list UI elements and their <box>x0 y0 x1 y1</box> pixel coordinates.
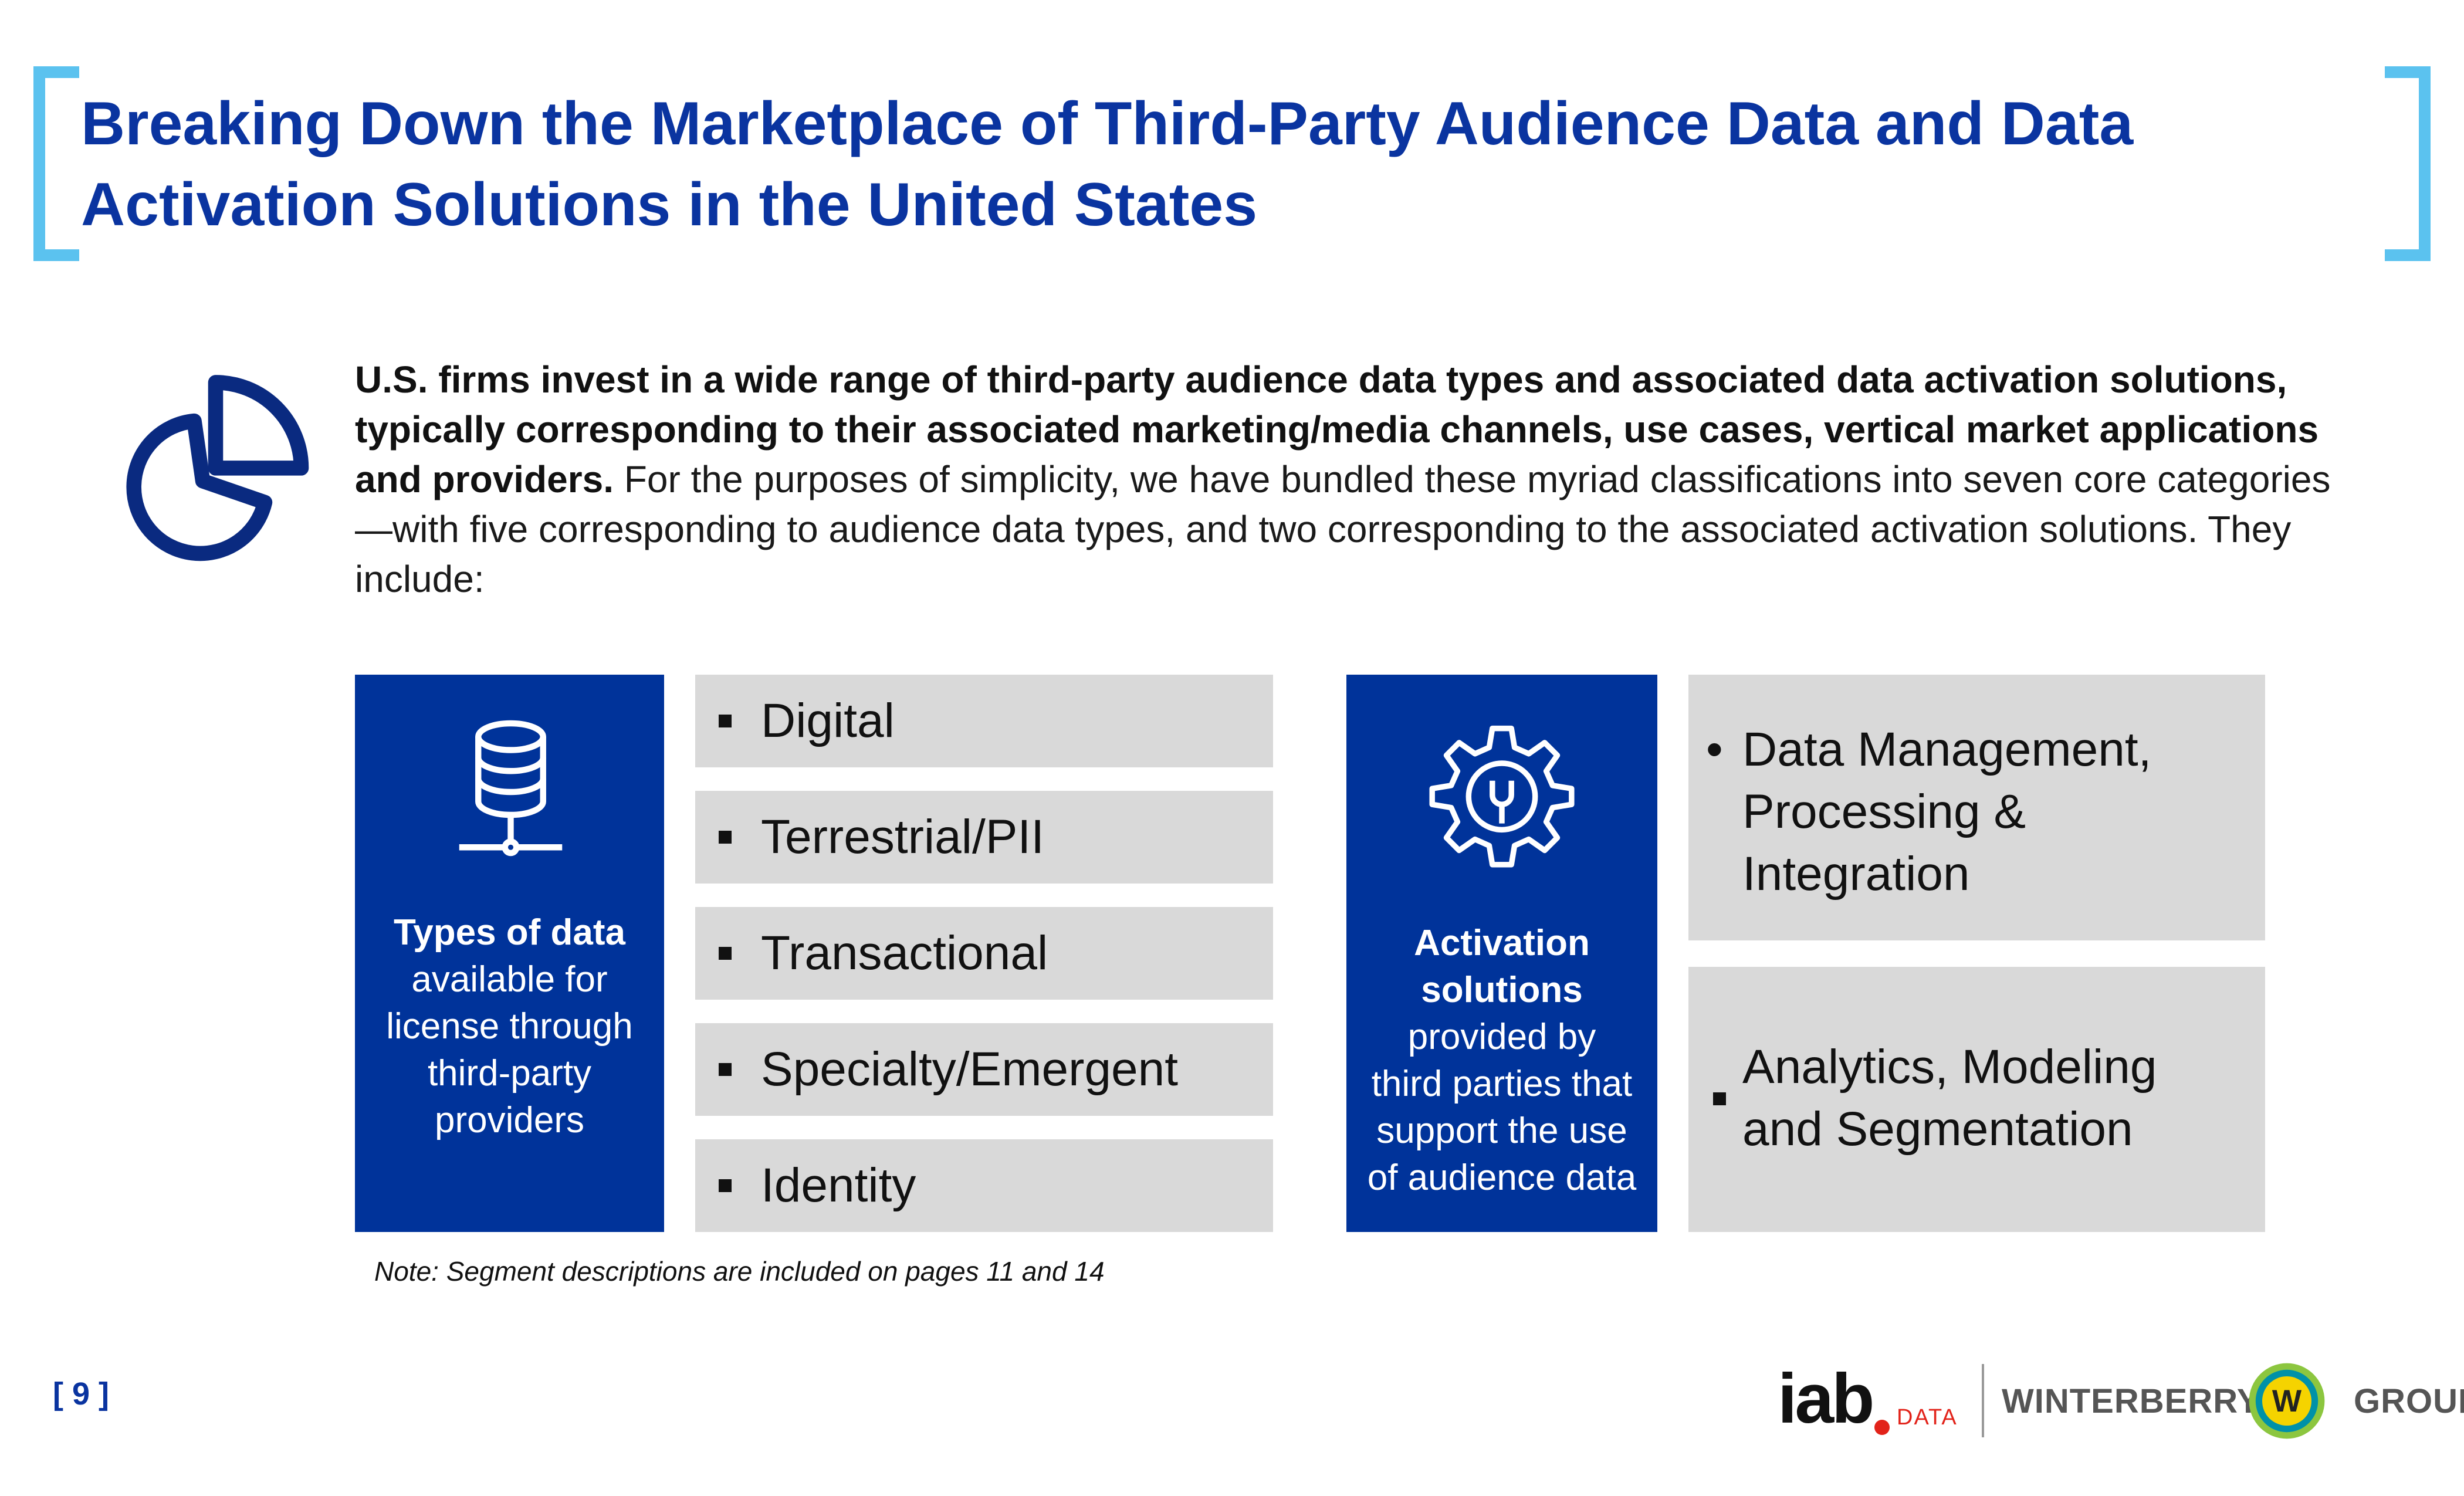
intro-bold: U.S. firms invest in a wide range of thi… <box>355 358 2319 500</box>
data-type-label: Identity <box>761 1159 916 1212</box>
intro-paragraph: U.S. firms invest in a wide range of thi… <box>355 355 2350 604</box>
activation-item-line: and Segmentation <box>1742 1102 2133 1156</box>
types-box-bold: Types of data <box>393 912 626 953</box>
activation-box-line: provided by <box>1407 1017 1596 1057</box>
logo-divider <box>1982 1364 1984 1437</box>
activation-solutions-box: Activation solutions provided by third p… <box>1346 675 1657 1232</box>
winterberry-mark: W <box>2272 1384 2302 1419</box>
footnote: Note: Segment descriptions are included … <box>374 1256 1105 1287</box>
activation-item-text: Data Management, Processing & Integratio… <box>1742 719 2151 905</box>
bullet-square-icon <box>719 715 732 727</box>
activation-box-line: of audience data <box>1367 1157 1637 1198</box>
types-box-line: third-party <box>427 1053 592 1094</box>
data-type-item: Identity <box>695 1139 1273 1232</box>
data-type-label: Digital <box>761 694 895 747</box>
activation-box-text: Activation solutions provided by third p… <box>1346 920 1657 1201</box>
types-box-line: license through <box>386 1006 633 1047</box>
bullet-square-icon <box>719 831 732 844</box>
bullet-square-icon <box>719 947 732 960</box>
title-bracket-left <box>33 66 79 261</box>
data-type-item: Terrestrial/PII <box>695 791 1273 884</box>
winterberry-w-icon: W <box>2249 1363 2325 1439</box>
types-box-text: Types of data available for license thro… <box>355 909 664 1144</box>
activation-box-line: third parties that <box>1371 1064 1633 1104</box>
bullet-dot-icon: • <box>1706 723 1723 776</box>
data-type-label: Specialty/Emergent <box>761 1043 1179 1096</box>
types-box-line: available for <box>411 959 608 1000</box>
gear-wrench-icon <box>1429 725 1575 868</box>
data-type-item: Specialty/Emergent <box>695 1023 1273 1116</box>
iab-logo-dot <box>1874 1420 1890 1435</box>
activation-item-text: Analytics, Modeling and Segmentation <box>1742 1036 2157 1160</box>
activation-box-bold: Activation <box>1414 923 1590 963</box>
page-number: [ 9 ] <box>53 1376 110 1412</box>
activation-item-line: Analytics, Modeling <box>1742 1040 2157 1094</box>
intro-regular: For the purposes of simplicity, we have … <box>355 458 2331 600</box>
title-bracket-right <box>2385 66 2431 261</box>
pie-chart-icon <box>126 375 309 561</box>
iab-logo-sub: DATA <box>1897 1405 1958 1430</box>
database-icon <box>459 720 563 857</box>
data-type-label: Terrestrial/PII <box>761 810 1044 864</box>
winterberry-logo-text: WINTERBERRY <box>2002 1382 2260 1420</box>
activation-item-line: Processing & <box>1742 785 2026 838</box>
activation-item-line: Integration <box>1742 847 1970 901</box>
group-logo-text: GROUP <box>2354 1382 2464 1420</box>
data-type-item: Transactional <box>695 907 1273 1000</box>
activation-item-line: Data Management, <box>1742 723 2152 776</box>
activation-item: • Data Management, Processing & Integrat… <box>1688 675 2265 940</box>
bullet-square-icon <box>719 1179 732 1192</box>
types-box-line: providers <box>435 1100 584 1140</box>
iab-logo: iab <box>1778 1359 1874 1438</box>
types-of-data-box: Types of data available for license thro… <box>355 675 664 1232</box>
page-title: Breaking Down the Marketplace of Third-P… <box>81 90 2134 239</box>
data-type-item: Digital <box>695 675 1273 767</box>
bullet-square-icon <box>719 1063 732 1076</box>
data-type-label: Transactional <box>761 926 1048 980</box>
activation-box-bold: solutions <box>1421 970 1583 1010</box>
activation-box-line: support the use <box>1376 1111 1627 1151</box>
activation-item: Analytics, Modeling and Segmentation <box>1688 967 2265 1232</box>
bullet-square-icon <box>1713 1058 1726 1121</box>
